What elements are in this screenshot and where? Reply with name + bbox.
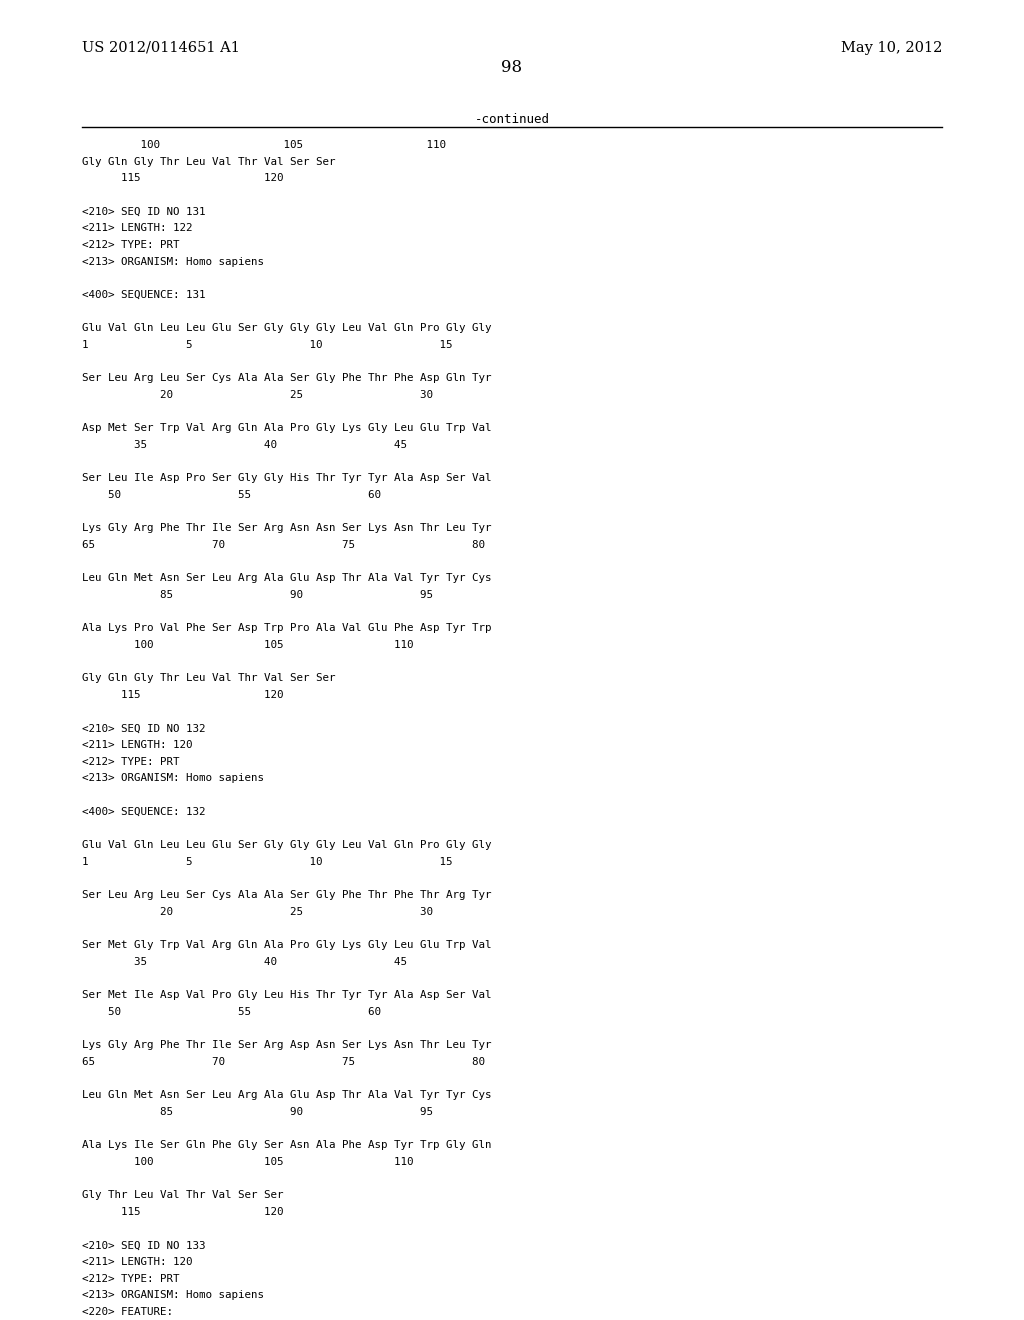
Text: 100                 105                 110: 100 105 110 — [82, 1156, 414, 1167]
Text: Gly Thr Leu Val Thr Val Ser Ser: Gly Thr Leu Val Thr Val Ser Ser — [82, 1191, 284, 1200]
Text: <210> SEQ ID NO 133: <210> SEQ ID NO 133 — [82, 1241, 206, 1250]
Text: <211> LENGTH: 120: <211> LENGTH: 120 — [82, 741, 193, 750]
Text: 20                  25                  30: 20 25 30 — [82, 907, 433, 917]
Text: <213> ORGANISM: Homo sapiens: <213> ORGANISM: Homo sapiens — [82, 774, 264, 784]
Text: Lys Gly Arg Phe Thr Ile Ser Arg Asp Asn Ser Lys Asn Thr Leu Tyr: Lys Gly Arg Phe Thr Ile Ser Arg Asp Asn … — [82, 1040, 492, 1051]
Text: 98: 98 — [502, 59, 522, 77]
Text: Lys Gly Arg Phe Thr Ile Ser Arg Asn Asn Ser Lys Asn Thr Leu Tyr: Lys Gly Arg Phe Thr Ile Ser Arg Asn Asn … — [82, 523, 492, 533]
Text: <212> TYPE: PRT: <212> TYPE: PRT — [82, 756, 179, 767]
Text: 115                   120: 115 120 — [82, 173, 284, 183]
Text: 85                  90                  95: 85 90 95 — [82, 1107, 433, 1117]
Text: Ala Lys Pro Val Phe Ser Asp Trp Pro Ala Val Glu Phe Asp Tyr Trp: Ala Lys Pro Val Phe Ser Asp Trp Pro Ala … — [82, 623, 492, 634]
Text: Gly Gln Gly Thr Leu Val Thr Val Ser Ser: Gly Gln Gly Thr Leu Val Thr Val Ser Ser — [82, 673, 336, 684]
Text: 20                  25                  30: 20 25 30 — [82, 389, 433, 400]
Text: 85                  90                  95: 85 90 95 — [82, 590, 433, 601]
Text: Glu Val Gln Leu Leu Glu Ser Gly Gly Gly Leu Val Gln Pro Gly Gly: Glu Val Gln Leu Leu Glu Ser Gly Gly Gly … — [82, 323, 492, 333]
Text: Asp Met Ser Trp Val Arg Gln Ala Pro Gly Lys Gly Leu Glu Trp Val: Asp Met Ser Trp Val Arg Gln Ala Pro Gly … — [82, 424, 492, 433]
Text: 1               5                  10                  15: 1 5 10 15 — [82, 341, 453, 350]
Text: 100                 105                 110: 100 105 110 — [82, 640, 414, 649]
Text: <210> SEQ ID NO 131: <210> SEQ ID NO 131 — [82, 206, 206, 216]
Text: <211> LENGTH: 120: <211> LENGTH: 120 — [82, 1257, 193, 1267]
Text: 65                  70                  75                  80: 65 70 75 80 — [82, 540, 485, 550]
Text: <400> SEQUENCE: 132: <400> SEQUENCE: 132 — [82, 807, 206, 817]
Text: -continued: -continued — [474, 114, 550, 125]
Text: 115                   120: 115 120 — [82, 690, 284, 700]
Text: <400> SEQUENCE: 131: <400> SEQUENCE: 131 — [82, 290, 206, 300]
Text: Ala Lys Ile Ser Gln Phe Gly Ser Asn Ala Phe Asp Tyr Trp Gly Gln: Ala Lys Ile Ser Gln Phe Gly Ser Asn Ala … — [82, 1140, 492, 1150]
Text: Gly Gln Gly Thr Leu Val Thr Val Ser Ser: Gly Gln Gly Thr Leu Val Thr Val Ser Ser — [82, 157, 336, 166]
Text: <213> ORGANISM: Homo sapiens: <213> ORGANISM: Homo sapiens — [82, 1291, 264, 1300]
Text: 100                   105                   110: 100 105 110 — [82, 140, 445, 150]
Text: 35                  40                  45: 35 40 45 — [82, 957, 407, 966]
Text: Ser Leu Arg Leu Ser Cys Ala Ala Ser Gly Phe Thr Phe Thr Arg Tyr: Ser Leu Arg Leu Ser Cys Ala Ala Ser Gly … — [82, 890, 492, 900]
Text: Leu Gln Met Asn Ser Leu Arg Ala Glu Asp Thr Ala Val Tyr Tyr Cys: Leu Gln Met Asn Ser Leu Arg Ala Glu Asp … — [82, 1090, 492, 1101]
Text: US 2012/0114651 A1: US 2012/0114651 A1 — [82, 41, 240, 55]
Text: Glu Val Gln Leu Leu Glu Ser Gly Gly Gly Leu Val Gln Pro Gly Gly: Glu Val Gln Leu Leu Glu Ser Gly Gly Gly … — [82, 840, 492, 850]
Text: Ser Met Ile Asp Val Pro Gly Leu His Thr Tyr Tyr Ala Asp Ser Val: Ser Met Ile Asp Val Pro Gly Leu His Thr … — [82, 990, 492, 1001]
Text: May 10, 2012: May 10, 2012 — [841, 41, 942, 55]
Text: <220> FEATURE:: <220> FEATURE: — [82, 1307, 173, 1317]
Text: 65                  70                  75                  80: 65 70 75 80 — [82, 1057, 485, 1067]
Text: <210> SEQ ID NO 132: <210> SEQ ID NO 132 — [82, 723, 206, 734]
Text: <211> LENGTH: 122: <211> LENGTH: 122 — [82, 223, 193, 234]
Text: Ser Leu Ile Asp Pro Ser Gly Gly His Thr Tyr Tyr Ala Asp Ser Val: Ser Leu Ile Asp Pro Ser Gly Gly His Thr … — [82, 474, 492, 483]
Text: <213> ORGANISM: Homo sapiens: <213> ORGANISM: Homo sapiens — [82, 256, 264, 267]
Text: <212> TYPE: PRT: <212> TYPE: PRT — [82, 240, 179, 249]
Text: 50                  55                  60: 50 55 60 — [82, 490, 381, 500]
Text: Ser Met Gly Trp Val Arg Gln Ala Pro Gly Lys Gly Leu Glu Trp Val: Ser Met Gly Trp Val Arg Gln Ala Pro Gly … — [82, 940, 492, 950]
Text: Ser Leu Arg Leu Ser Cys Ala Ala Ser Gly Phe Thr Phe Asp Gln Tyr: Ser Leu Arg Leu Ser Cys Ala Ala Ser Gly … — [82, 374, 492, 383]
Text: 35                  40                  45: 35 40 45 — [82, 440, 407, 450]
Text: 1               5                  10                  15: 1 5 10 15 — [82, 857, 453, 867]
Text: <212> TYPE: PRT: <212> TYPE: PRT — [82, 1274, 179, 1283]
Text: 115                   120: 115 120 — [82, 1206, 284, 1217]
Text: Leu Gln Met Asn Ser Leu Arg Ala Glu Asp Thr Ala Val Tyr Tyr Cys: Leu Gln Met Asn Ser Leu Arg Ala Glu Asp … — [82, 573, 492, 583]
Text: 50                  55                  60: 50 55 60 — [82, 1007, 381, 1016]
